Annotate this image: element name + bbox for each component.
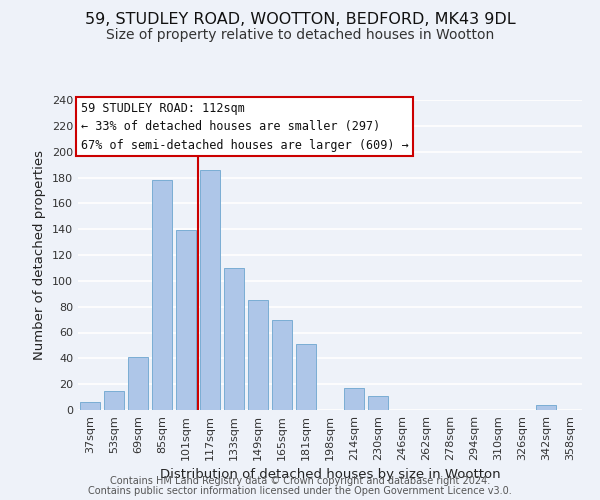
Text: Contains HM Land Registry data © Crown copyright and database right 2024.: Contains HM Land Registry data © Crown c… (110, 476, 490, 486)
Text: 59 STUDLEY ROAD: 112sqm
← 33% of detached houses are smaller (297)
67% of semi-d: 59 STUDLEY ROAD: 112sqm ← 33% of detache… (80, 102, 408, 152)
Bar (536, 405, 556, 410)
Bar (296, 344, 316, 410)
Bar (368, 396, 388, 410)
Y-axis label: Number of detached properties: Number of detached properties (34, 150, 46, 360)
Bar (176, 230, 196, 410)
Bar (344, 388, 364, 410)
Bar (152, 180, 172, 410)
Bar (224, 268, 244, 410)
Bar (272, 320, 292, 410)
Bar (248, 300, 268, 410)
Bar (80, 402, 100, 410)
Text: Contains public sector information licensed under the Open Government Licence v3: Contains public sector information licen… (88, 486, 512, 496)
Bar (128, 357, 148, 410)
X-axis label: Distribution of detached houses by size in Wootton: Distribution of detached houses by size … (160, 468, 500, 481)
Text: Size of property relative to detached houses in Wootton: Size of property relative to detached ho… (106, 28, 494, 42)
Bar (200, 170, 220, 410)
Text: 59, STUDLEY ROAD, WOOTTON, BEDFORD, MK43 9DL: 59, STUDLEY ROAD, WOOTTON, BEDFORD, MK43… (85, 12, 515, 28)
Bar (104, 390, 124, 410)
